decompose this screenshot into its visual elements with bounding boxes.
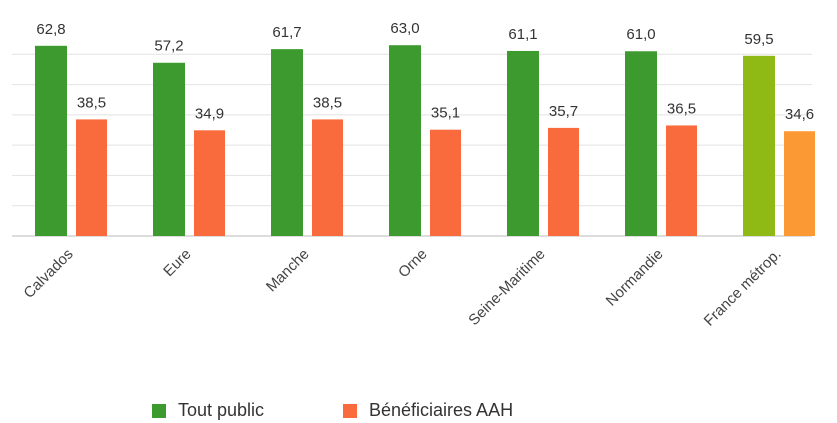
bar [743,55,775,236]
data-label: 59,5 [744,31,773,48]
data-label: 38,5 [77,94,106,111]
bar [76,119,107,236]
data-label: 35,7 [549,103,578,120]
data-label: 62,8 [36,21,65,38]
x-tick-label: Seine-Maritime [465,246,548,329]
legend-label: Tout public [178,400,264,420]
bar [548,127,579,236]
data-label: 63,0 [390,20,419,37]
legend-swatch [343,404,357,418]
data-label: 57,2 [154,38,183,55]
legend-label: Bénéficiaires AAH [369,400,513,420]
x-tick-label: Eure [160,246,194,280]
bar [625,51,657,236]
data-label: 61,1 [508,26,537,43]
legend-swatch [152,404,166,418]
data-label: 38,5 [313,94,342,111]
bar [389,45,421,237]
x-tick-label: Calvados [20,246,76,302]
bar [153,62,185,236]
x-tick-label: France métrop. [701,246,785,330]
x-tick-label: Normandie [603,246,667,310]
bar [430,129,461,236]
data-label: 61,7 [272,24,301,41]
bar [312,119,343,236]
bar [784,131,815,236]
x-tick-label: Manche [263,246,313,296]
x-tick-label: Orne [395,246,431,282]
data-label: 35,1 [431,105,460,122]
bar [507,50,539,236]
bar [35,45,67,237]
bar [271,49,303,236]
data-label: 34,9 [195,105,224,122]
data-label: 34,6 [785,106,814,123]
data-label: 36,5 [667,100,696,117]
bar [666,125,697,236]
data-label: 61,0 [626,26,655,43]
bar [194,130,225,236]
